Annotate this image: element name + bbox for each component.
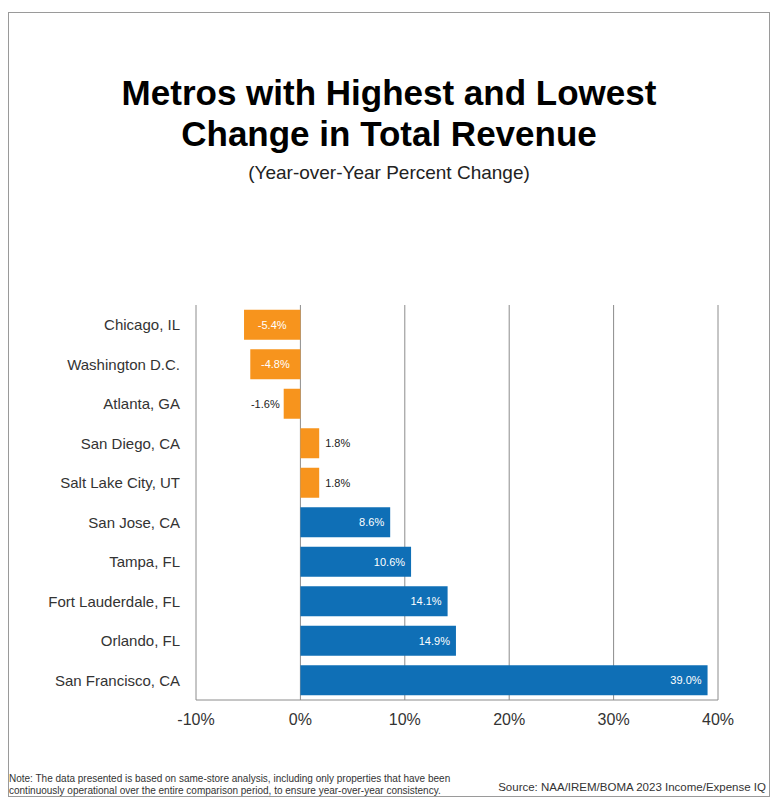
svg-text:Salt Lake City, UT: Salt Lake City, UT (60, 474, 180, 491)
svg-text:Atlanta, GA: Atlanta, GA (103, 395, 180, 412)
svg-text:14.9%: 14.9% (419, 635, 450, 647)
svg-text:8.6%: 8.6% (359, 516, 384, 528)
html-text:Note: The data presented is ba: Note: The data presented is based on sam… (9, 773, 451, 796)
svg-text:39.0%: 39.0% (670, 674, 701, 686)
svg-text:Washington D.C.: Washington D.C. (67, 356, 180, 373)
svg-text:1.8%: 1.8% (325, 437, 350, 449)
svg-text:20%: 20% (493, 711, 525, 728)
html-text:Metros with Highest and Lowest: Metros with Highest and Lowest Change in… (121, 73, 657, 153)
svg-text:-4.8%: -4.8% (261, 358, 290, 370)
svg-text:San Jose, CA: San Jose, CA (88, 514, 180, 531)
svg-text:Tampa, FL: Tampa, FL (109, 553, 180, 570)
svg-text:-1.6%: -1.6% (251, 398, 280, 410)
svg-text:San Francisco, CA: San Francisco, CA (55, 672, 180, 689)
svg-text:1.8%: 1.8% (325, 477, 350, 489)
svg-text:0%: 0% (289, 711, 312, 728)
svg-text:Orlando, FL: Orlando, FL (101, 632, 180, 649)
svg-text:-5.4%: -5.4% (258, 319, 287, 331)
svg-text:14.1%: 14.1% (410, 595, 441, 607)
svg-text:Fort Lauderdale, FL: Fort Lauderdale, FL (48, 593, 180, 610)
html-text:(Year-over-Year Percent Change: (Year-over-Year Percent Change) (248, 162, 530, 183)
svg-text:40%: 40% (702, 711, 734, 728)
svg-text:10%: 10% (389, 711, 421, 728)
svg-text:30%: 30% (598, 711, 630, 728)
html-text:Source: NAA/IREM/BOMA 2023 Inc: Source: NAA/IREM/BOMA 2023 Income/Expens… (498, 781, 766, 793)
svg-text:San Diego, CA: San Diego, CA (81, 435, 180, 452)
svg-text:10.6%: 10.6% (374, 556, 405, 568)
svg-text:-10%: -10% (177, 711, 214, 728)
svg-text:Chicago, IL: Chicago, IL (104, 316, 180, 333)
